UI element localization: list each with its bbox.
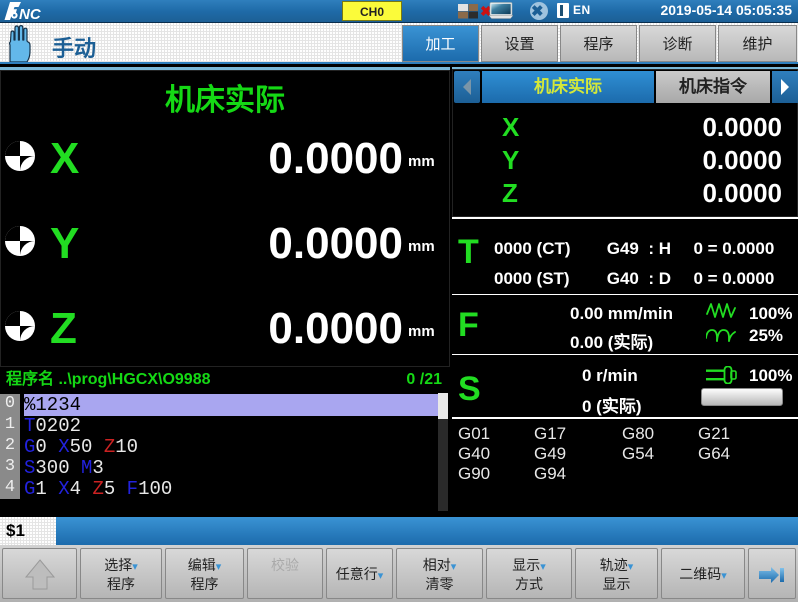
svg-text:NC: NC [19,6,42,21]
svg-text:✖: ✖ [531,3,544,20]
